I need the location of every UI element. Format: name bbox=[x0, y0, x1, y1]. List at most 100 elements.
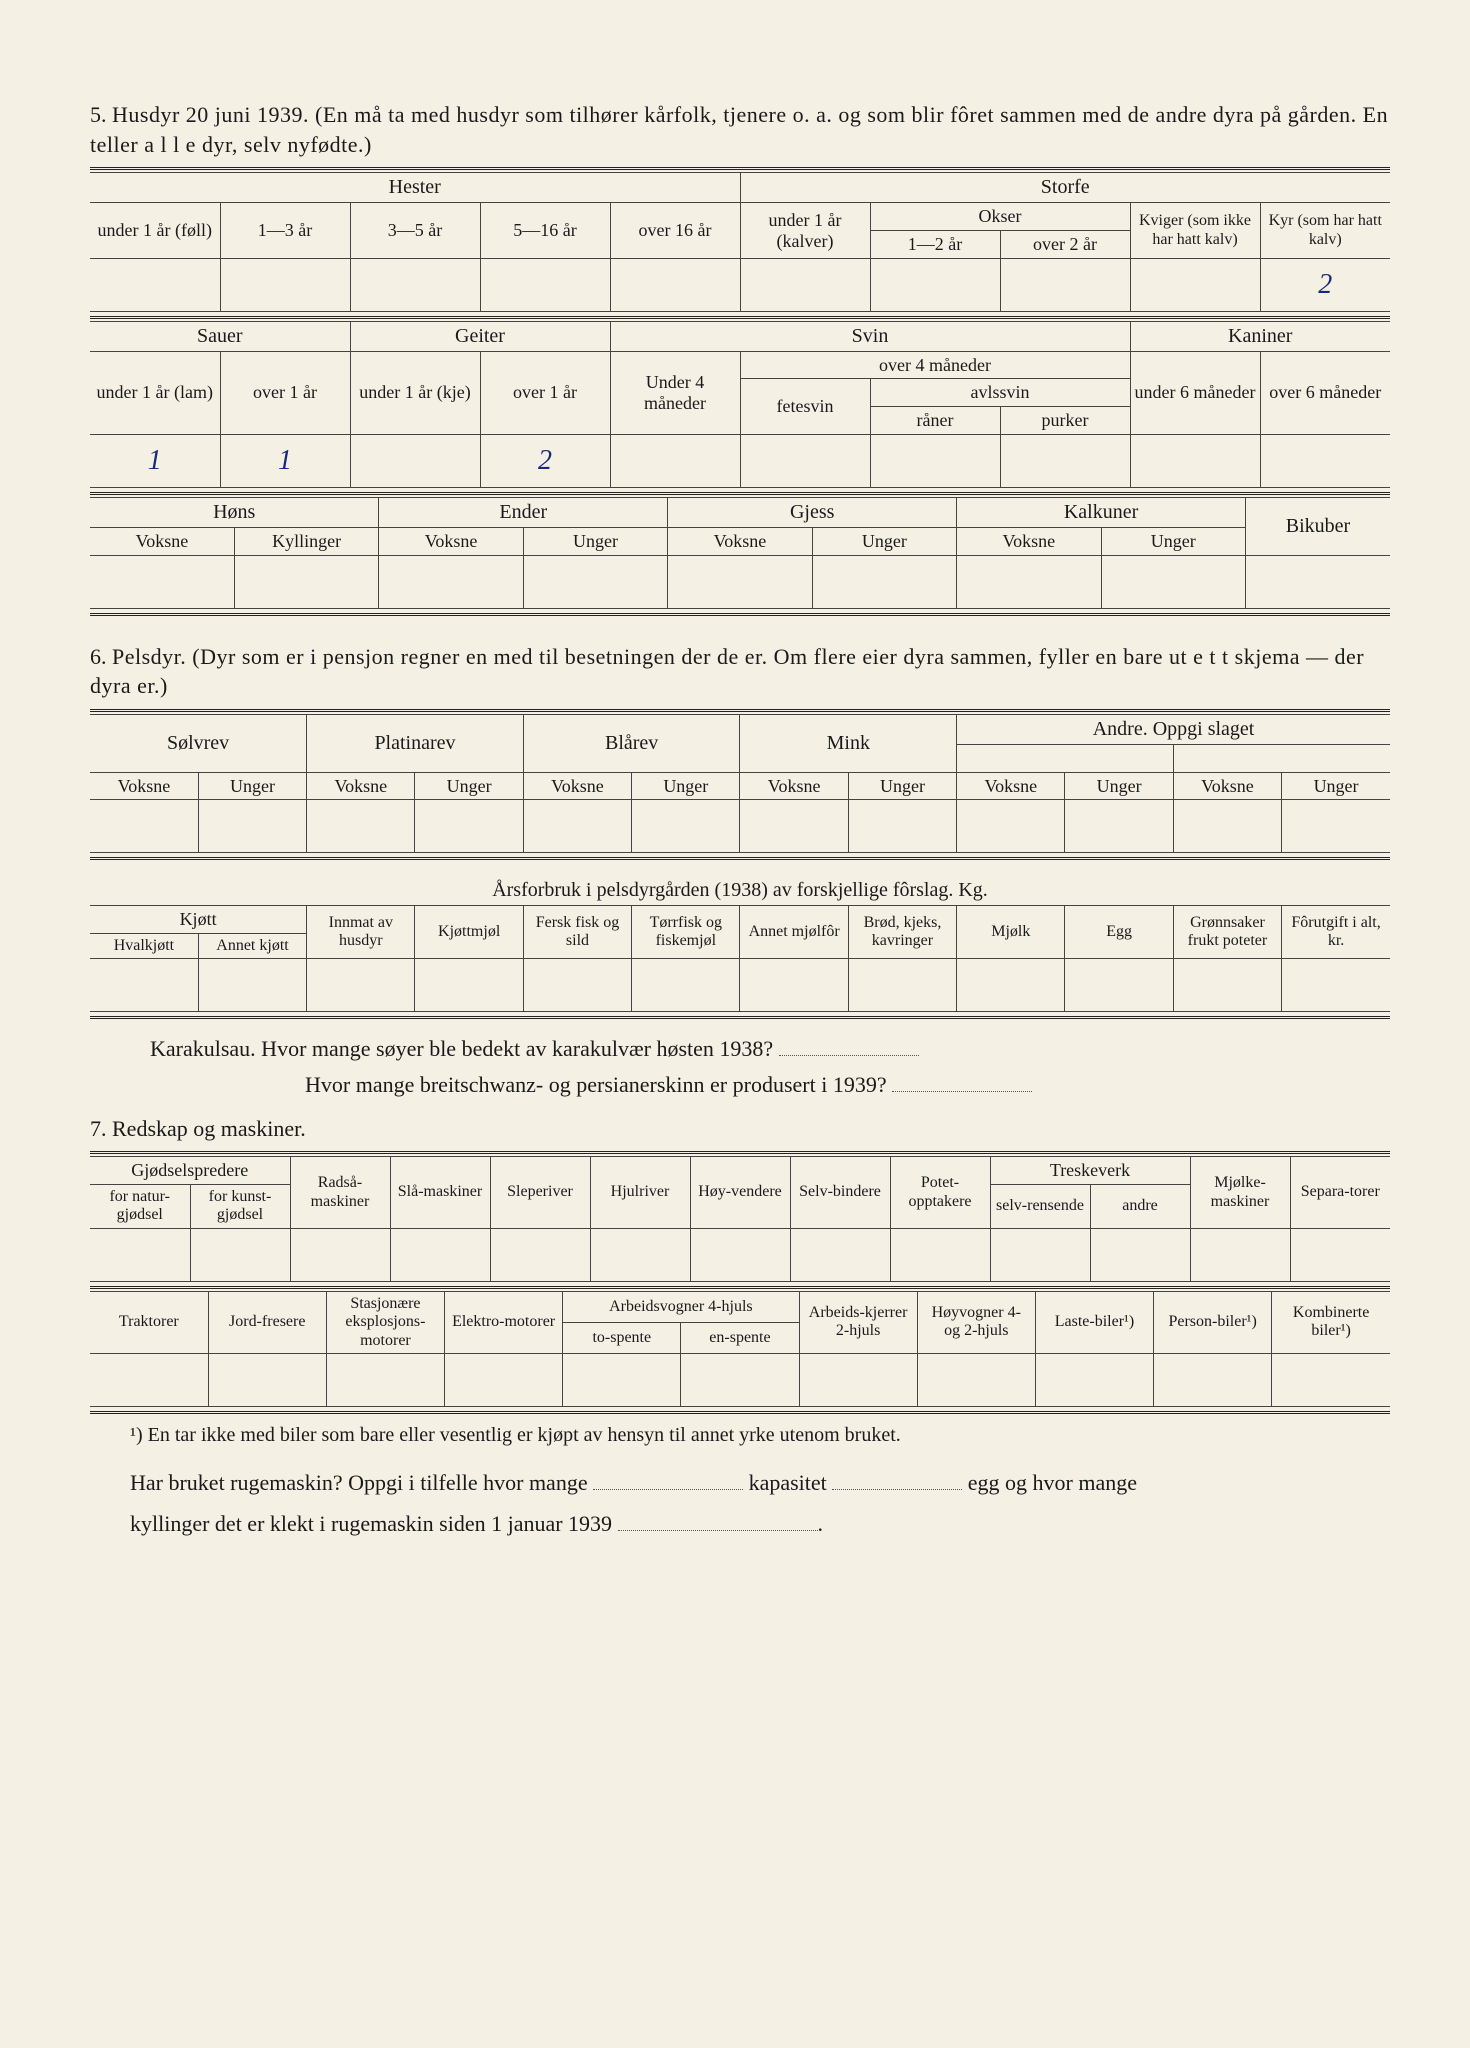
table-fjorfe: Høns Ender Gjess Kalkuner Bikuber Voksne… bbox=[90, 497, 1390, 609]
h-arb2: Arbeids-kjerrer 2-hjuls bbox=[799, 1291, 917, 1353]
scanned-form-page: 5. Husdyr 20 juni 1939. (En må ta med hu… bbox=[0, 0, 1470, 2048]
cell bbox=[990, 1228, 1090, 1281]
cell bbox=[290, 1228, 390, 1281]
cell bbox=[523, 800, 631, 853]
sec6-title: Pelsdyr. (Dyr som er i pensjon regner en… bbox=[90, 644, 1364, 699]
cell bbox=[90, 959, 198, 1012]
hdr-sauer: Sauer bbox=[90, 321, 350, 351]
cell bbox=[690, 1228, 790, 1281]
table-redskap-1: Gjødselspredere Radså-maskiner Slå-maski… bbox=[90, 1156, 1390, 1281]
cell bbox=[415, 959, 523, 1012]
hdr-gjess: Gjess bbox=[668, 497, 957, 527]
hdr-blarev: Blårev bbox=[523, 714, 740, 772]
c: Voksne bbox=[523, 772, 631, 800]
h-hval: Hvalkjøtt bbox=[90, 933, 198, 958]
cell bbox=[957, 800, 1065, 853]
cell bbox=[307, 800, 415, 853]
table-hester-storfe: Hester Storfe under 1 år (føll) 1—3 år 3… bbox=[90, 172, 1390, 311]
hdr-bikuber: Bikuber bbox=[1246, 497, 1391, 555]
cell bbox=[445, 1354, 563, 1407]
sv-fet: fetesvin bbox=[740, 379, 870, 434]
h-hoy: Høy-vendere bbox=[690, 1157, 790, 1228]
blank-line bbox=[593, 1467, 743, 1490]
cell bbox=[1090, 1228, 1190, 1281]
rugemaskin-q: Har bruket rugemaskin? Oppgi i tilfelle … bbox=[130, 1467, 1390, 1498]
ruge-a: Har bruket rugemaskin? Oppgi i tilfelle … bbox=[130, 1470, 588, 1495]
h-gjod: Gjødselspredere bbox=[90, 1157, 290, 1185]
c: Voksne bbox=[90, 527, 234, 555]
h-35: 3—5 år bbox=[350, 203, 480, 258]
h-gronn: Grønnsaker frukt poteter bbox=[1173, 906, 1281, 959]
cell bbox=[1290, 1228, 1390, 1281]
cell bbox=[668, 555, 812, 608]
h-stasj: Stasjonære eksplosjons-motorer bbox=[326, 1291, 444, 1353]
cell bbox=[740, 258, 870, 311]
h-ensp: en-spente bbox=[681, 1322, 799, 1353]
h-separa: Separa-torer bbox=[1290, 1157, 1390, 1228]
h-13: 1—3 år bbox=[220, 203, 350, 258]
cell: 1 bbox=[220, 434, 350, 487]
footnote-biler: ¹) En tar ikke med biler som bare eller … bbox=[130, 1424, 1390, 1447]
cell bbox=[350, 434, 480, 487]
divider bbox=[90, 1411, 1390, 1414]
cell: 1 bbox=[90, 434, 220, 487]
ka-o6: over 6 måneder bbox=[1260, 351, 1390, 434]
cell bbox=[90, 258, 220, 311]
h-person: Person-biler¹) bbox=[1154, 1291, 1272, 1353]
andre-blank1 bbox=[957, 744, 1174, 772]
cell bbox=[610, 434, 740, 487]
cell bbox=[90, 555, 234, 608]
cell: 2 bbox=[480, 434, 610, 487]
section-5-heading: 5. Husdyr 20 juni 1939. (En må ta med hu… bbox=[90, 100, 1390, 159]
cell bbox=[799, 1354, 917, 1407]
h-brod: Brød, kjeks, kavringer bbox=[848, 906, 956, 959]
h-jordf: Jord-fresere bbox=[208, 1291, 326, 1353]
cell bbox=[1154, 1354, 1272, 1407]
cell bbox=[415, 800, 523, 853]
c: Voksne bbox=[307, 772, 415, 800]
cell bbox=[740, 959, 848, 1012]
sec6-num: 6. bbox=[90, 644, 107, 669]
sv-avl: avlssvin bbox=[870, 379, 1130, 407]
h-u1: under 1 år (føll) bbox=[90, 203, 220, 258]
ruge-d: kyllinger det er klekt i rugemaskin side… bbox=[130, 1511, 612, 1536]
divider bbox=[90, 1286, 1390, 1289]
c: Unger bbox=[812, 527, 956, 555]
sv-ran: råner bbox=[870, 407, 1000, 435]
hdr-hons: Høns bbox=[90, 497, 379, 527]
blank-line bbox=[779, 1033, 919, 1056]
divider bbox=[90, 1151, 1390, 1154]
h-annet: Annet kjøtt bbox=[198, 933, 306, 958]
cell bbox=[198, 959, 306, 1012]
hdr-storfe: Storfe bbox=[740, 173, 1390, 203]
blank-line bbox=[618, 1508, 818, 1531]
sv-u4: Under 4 måneder bbox=[610, 351, 740, 434]
hdr-arsforbruk: Årsforbruk i pelsdyrgården (1938) av for… bbox=[90, 876, 1390, 906]
cell bbox=[1282, 800, 1390, 853]
sv-o4: over 4 måneder bbox=[740, 351, 1130, 379]
h-sleper: Sleperiver bbox=[490, 1157, 590, 1228]
hdr-ender: Ender bbox=[379, 497, 668, 527]
ge-u1: under 1 år (kje) bbox=[350, 351, 480, 434]
cell bbox=[480, 258, 610, 311]
h-trselv: selv-rensende bbox=[990, 1185, 1090, 1229]
h-egg: Egg bbox=[1065, 906, 1173, 959]
cell bbox=[848, 800, 956, 853]
h-gjkun: for kunst-gjødsel bbox=[190, 1185, 290, 1229]
cell bbox=[740, 800, 848, 853]
cell bbox=[1065, 959, 1173, 1012]
s-ok12: 1—2 år bbox=[870, 231, 1000, 259]
andre-blank2 bbox=[1173, 744, 1390, 772]
s-u1: under 1 år (kalver) bbox=[740, 203, 870, 258]
cell bbox=[390, 1228, 490, 1281]
blank-line bbox=[892, 1069, 1032, 1092]
hdr-svin: Svin bbox=[610, 321, 1130, 351]
h-potet: Potet-opptakere bbox=[890, 1157, 990, 1228]
cell bbox=[198, 800, 306, 853]
h-traktor: Traktorer bbox=[90, 1291, 208, 1353]
cell bbox=[1000, 258, 1130, 311]
c: Unger bbox=[1282, 772, 1390, 800]
divider bbox=[90, 492, 1390, 495]
divider bbox=[90, 613, 1390, 616]
hdr-kaniner: Kaniner bbox=[1130, 321, 1390, 351]
